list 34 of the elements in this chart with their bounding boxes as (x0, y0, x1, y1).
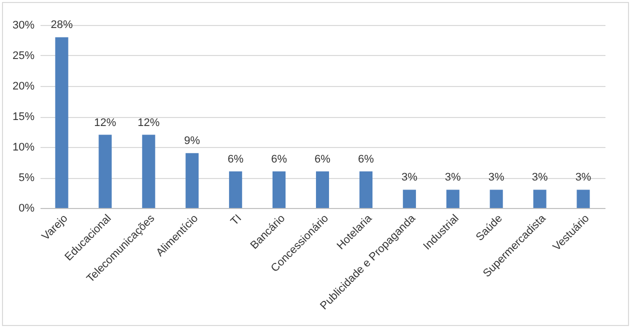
data-label: 3% (532, 172, 548, 184)
bar (55, 37, 68, 208)
y-tick-label: 25% (12, 50, 35, 62)
bar (142, 134, 156, 208)
data-label: 9% (184, 135, 200, 148)
bar (272, 171, 286, 208)
y-tick-label: 30% (12, 20, 35, 32)
bar (359, 171, 372, 208)
data-label: 12% (138, 116, 160, 129)
bar (186, 153, 199, 208)
data-label: 6% (228, 153, 244, 166)
y-tick-label: 20% (12, 80, 35, 92)
bar (402, 190, 416, 208)
x-tick-label: TI (228, 212, 244, 228)
data-label: 6% (271, 153, 288, 166)
data-label: 12% (94, 116, 116, 129)
y-tick-label: 15% (12, 111, 35, 123)
y-tick-label: 5% (18, 172, 35, 184)
bar (98, 134, 112, 208)
bar (490, 190, 503, 208)
y-tick-label: 10% (12, 142, 35, 154)
data-label: 28% (50, 19, 73, 32)
bar (229, 171, 242, 208)
bar (316, 171, 330, 208)
y-tick-label: 0% (18, 202, 35, 214)
data-label: 3% (575, 172, 592, 184)
data-label: 6% (314, 153, 331, 166)
data-label: 3% (401, 172, 418, 184)
data-label: 6% (358, 153, 374, 166)
bar (576, 190, 590, 208)
data-label: 3% (444, 172, 462, 184)
bar (533, 190, 546, 208)
bar (446, 190, 460, 208)
data-label: 3% (488, 172, 505, 184)
